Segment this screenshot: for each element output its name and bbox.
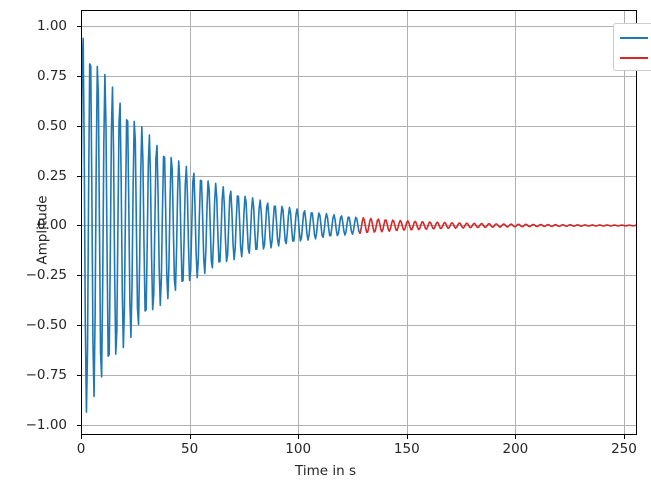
x-tick-label: 200 — [502, 441, 529, 457]
gridline-horizontal — [81, 25, 637, 27]
gridline-horizontal — [81, 325, 637, 327]
y-tick-label: −0.50 — [25, 317, 67, 334]
legend-entry-block-1: block 1 — [620, 28, 651, 48]
y-tick-label: 1.00 — [36, 17, 67, 34]
tick-mark-x — [298, 435, 300, 439]
x-tick-label: 0 — [76, 441, 86, 457]
tick-mark-x — [623, 435, 625, 439]
gridline-horizontal — [81, 75, 637, 77]
gridline-horizontal — [81, 125, 637, 127]
gridline-vertical — [515, 10, 517, 435]
y-tick-label: −1.00 — [25, 417, 67, 434]
line-series-block-1 — [81, 37, 360, 413]
y-tick-label: 0.25 — [36, 167, 67, 184]
legend-swatch-block-2 — [620, 57, 648, 59]
tick-mark-y — [77, 125, 81, 127]
tick-mark-x — [189, 435, 191, 439]
tick-mark-x — [406, 435, 408, 439]
gridline-horizontal — [81, 425, 637, 427]
x-tick-label: 100 — [285, 441, 312, 457]
tick-mark-y — [77, 175, 81, 177]
legend-box[interactable]: block 1 block 2 — [613, 23, 651, 71]
y-tick-label: 0.75 — [36, 67, 67, 84]
y-tick-label: 0.00 — [36, 217, 67, 234]
x-tick-label: 250 — [611, 441, 637, 457]
y-tick-label: −0.75 — [25, 367, 67, 384]
y-tick-label: 0.50 — [36, 117, 67, 134]
tick-mark-x — [515, 435, 517, 439]
line-series-block-2 — [358, 216, 637, 235]
gridline-horizontal — [81, 275, 637, 277]
x-tick-labels: 0 50 100 150 200 250 — [77, 441, 637, 463]
legend-entry-block-2: block 2 — [620, 48, 651, 68]
tick-mark-y — [77, 325, 81, 327]
tick-mark-y — [77, 375, 81, 377]
tick-mark-y — [77, 75, 81, 77]
tick-mark-y — [77, 275, 81, 277]
x-tick-label: 150 — [393, 441, 420, 457]
tick-mark-y — [77, 425, 81, 427]
y-tick-labels: −1.00 −0.75 −0.50 −0.25 0.00 0.25 0.50 0.75 1.00 — [0, 10, 74, 435]
tick-mark-y — [77, 25, 81, 27]
gridline-horizontal — [81, 225, 637, 227]
gridline-vertical — [189, 10, 191, 435]
gridline-horizontal — [81, 375, 637, 377]
data-lines — [81, 37, 637, 413]
x-tick-label: 50 — [181, 441, 199, 457]
tick-mark-y — [77, 225, 81, 227]
plot-area: block 1 block 2 — [77, 10, 651, 439]
tick-mark-x — [81, 435, 82, 439]
gridline-vertical — [623, 10, 625, 435]
x-axis-title: Time in s — [295, 463, 356, 479]
y-tick-label: −0.25 — [25, 267, 67, 284]
legend-swatch-block-1 — [620, 37, 648, 39]
gridline-horizontal — [81, 175, 637, 177]
